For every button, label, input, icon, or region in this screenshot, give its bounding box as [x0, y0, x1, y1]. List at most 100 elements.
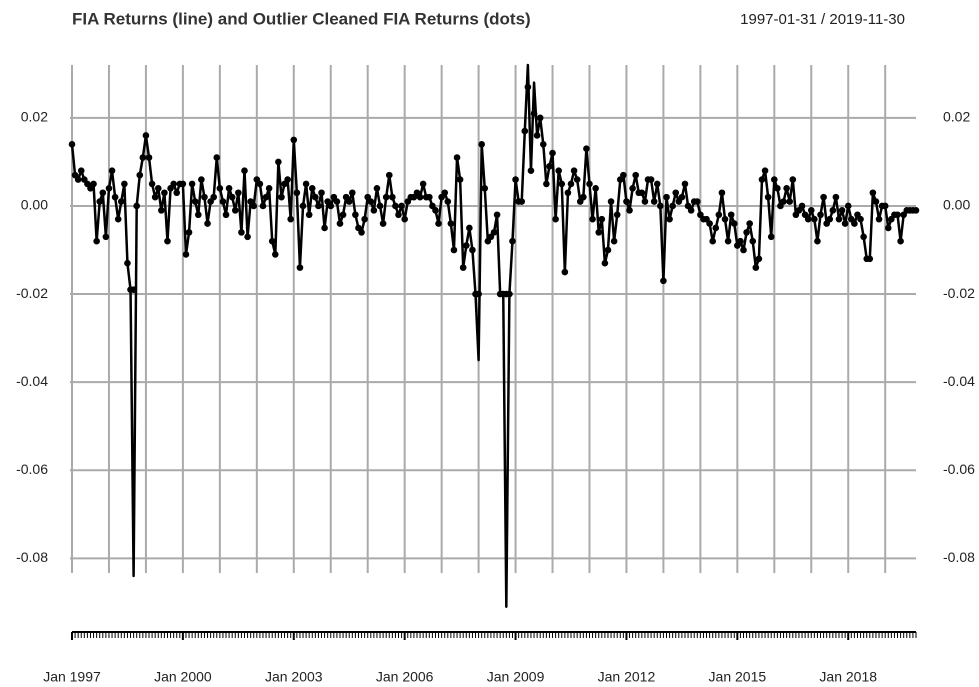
series-point	[564, 189, 572, 197]
series-point	[312, 193, 319, 201]
series-point	[869, 189, 877, 197]
series-point	[558, 180, 566, 188]
y-tick-label-right: -0.06	[943, 461, 975, 477]
series-point	[857, 215, 864, 223]
series-point	[493, 211, 501, 219]
series-point	[213, 154, 221, 161]
x-tick-label: Jan 2012	[598, 669, 656, 685]
series-point	[148, 180, 156, 188]
series-point	[530, 110, 538, 117]
series-point	[469, 246, 476, 254]
series-point	[811, 215, 818, 223]
series-point	[130, 286, 137, 293]
series-point	[567, 180, 575, 188]
series-point	[506, 290, 513, 298]
series-point	[884, 224, 892, 232]
x-tick-label: Jan 2015	[709, 669, 767, 685]
series-point	[524, 83, 532, 91]
series-point	[641, 198, 649, 205]
series-point	[419, 180, 427, 188]
series-point	[774, 185, 781, 192]
series-point	[478, 140, 485, 148]
series-point	[345, 198, 353, 205]
series-point	[358, 229, 365, 236]
series-point	[727, 211, 735, 219]
y-tick-label: -0.02	[16, 285, 48, 301]
series-point	[139, 154, 147, 161]
series-point	[844, 202, 852, 210]
series-point	[730, 220, 738, 227]
series-point	[715, 211, 723, 219]
series-point	[299, 202, 307, 210]
series-point	[829, 207, 837, 214]
y-tick-label: 0.00	[21, 197, 48, 213]
series-point	[657, 202, 664, 210]
series-point	[709, 237, 717, 245]
series-point	[613, 211, 621, 219]
series-point	[718, 189, 726, 197]
series-point	[290, 136, 298, 144]
series-point	[826, 215, 834, 223]
series-point	[244, 233, 251, 241]
series-point	[447, 220, 455, 227]
series-point	[669, 202, 676, 210]
series-point	[349, 189, 356, 197]
x-tick-label: Jan 2003	[265, 669, 323, 685]
series-point	[376, 202, 384, 210]
series-point	[462, 242, 470, 249]
series-point	[543, 180, 550, 188]
series-point	[385, 171, 393, 179]
series-point	[102, 233, 110, 241]
series-point	[432, 207, 439, 214]
series-point	[638, 189, 646, 197]
series-point	[650, 198, 658, 205]
series-point	[817, 211, 824, 219]
series-point	[416, 193, 424, 201]
series-point	[453, 154, 461, 161]
series-point	[743, 229, 750, 236]
series-point	[539, 140, 547, 148]
series-point	[170, 180, 177, 188]
series-point	[321, 224, 328, 232]
series-point	[315, 202, 322, 210]
series-point	[395, 211, 402, 219]
series-point	[595, 229, 603, 236]
series-point	[336, 220, 344, 227]
series-point	[755, 255, 763, 263]
series-point	[693, 198, 701, 205]
series-point	[552, 215, 559, 223]
series-point	[866, 255, 874, 263]
series-point	[832, 193, 840, 201]
series-point	[512, 176, 519, 183]
series-point	[838, 207, 846, 214]
series-point	[570, 167, 578, 175]
y-tick-label: -0.08	[16, 549, 48, 565]
series-point	[783, 185, 790, 192]
series-point	[509, 237, 516, 245]
series-point	[198, 176, 205, 183]
series-point	[706, 220, 713, 227]
series-point	[370, 207, 378, 214]
series-point	[339, 211, 347, 219]
series-point	[687, 207, 695, 214]
series-point	[897, 237, 904, 245]
series-point	[275, 158, 282, 166]
series-point	[250, 202, 258, 210]
y-tick-label-right: -0.08	[943, 549, 975, 565]
series-point	[435, 220, 442, 227]
series-point	[872, 198, 880, 205]
series-point	[647, 176, 655, 183]
series-point	[758, 176, 766, 183]
series-point	[681, 180, 689, 188]
series-point	[841, 220, 849, 227]
series-point	[475, 290, 482, 298]
series-point	[117, 198, 125, 205]
y-tick-label: -0.06	[16, 461, 48, 477]
series-point	[241, 167, 248, 175]
series-point	[173, 189, 181, 197]
series-point	[764, 193, 772, 201]
series-point	[389, 193, 396, 201]
series-point	[780, 198, 787, 205]
series-point	[807, 207, 815, 214]
